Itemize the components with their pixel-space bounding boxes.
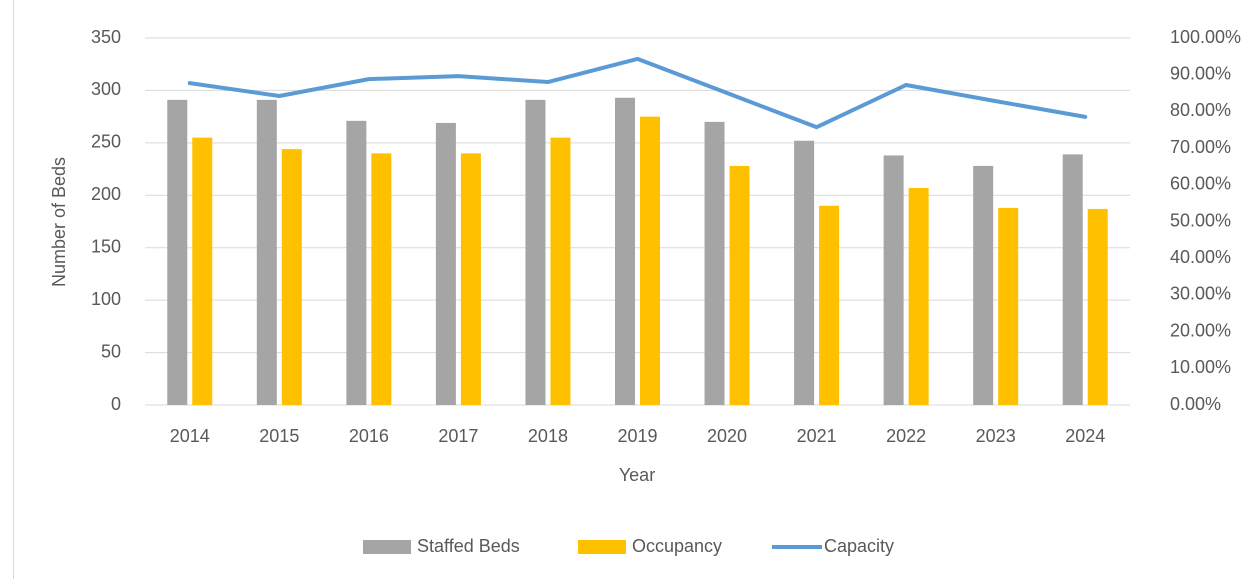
y-tick-label: 200 [91, 184, 121, 204]
bar [281, 149, 302, 405]
x-tick-label: 2014 [170, 426, 210, 446]
bar [998, 207, 1019, 405]
legend-swatch [363, 540, 411, 554]
x-axis-title: Year [619, 465, 655, 485]
bar [1062, 154, 1083, 405]
y2-tick-label: 10.00% [1170, 357, 1231, 377]
x-tick-label: 2021 [797, 426, 837, 446]
bar [640, 116, 660, 406]
x-tick-label: 2016 [349, 426, 389, 446]
bar [460, 153, 481, 405]
bar [883, 155, 904, 405]
y-tick-label: 0 [111, 394, 121, 414]
y-tick-label: 250 [91, 132, 121, 152]
y-tick-label: 350 [91, 27, 121, 47]
bar [704, 121, 725, 405]
bar [371, 153, 392, 405]
bar [794, 140, 815, 405]
bar [615, 97, 635, 406]
bar [819, 205, 840, 405]
x-tick-label: 2023 [976, 426, 1016, 446]
y2-tick-label: 50.00% [1170, 210, 1231, 230]
y2-tick-label: 0.00% [1170, 394, 1221, 414]
y2-tick-label: 70.00% [1170, 137, 1231, 157]
y-tick-label: 300 [91, 79, 121, 99]
x-tick-label: 2018 [528, 426, 568, 446]
bar [550, 137, 571, 405]
y2-tick-label: 100.00% [1170, 27, 1241, 47]
y2-tick-label: 40.00% [1170, 247, 1231, 267]
y-tick-label: 150 [91, 236, 121, 256]
bar [908, 187, 929, 405]
bar [1087, 208, 1108, 405]
bar [729, 165, 750, 405]
x-tick-label: 2024 [1065, 426, 1105, 446]
bar [525, 99, 546, 405]
legend-label: Capacity [824, 536, 894, 556]
y-tick-label: 100 [91, 289, 121, 309]
bar [435, 122, 456, 405]
y-tick-label: 50 [101, 341, 121, 361]
y-axis-title: Number of Beds [49, 157, 69, 287]
y2-tick-label: 60.00% [1170, 174, 1231, 194]
y2-tick-label: 80.00% [1170, 100, 1231, 120]
x-tick-label: 2022 [886, 426, 926, 446]
bar [192, 137, 213, 405]
x-tick-label: 2017 [438, 426, 478, 446]
bar [256, 99, 277, 405]
bar [973, 165, 994, 405]
x-tick-label: 2015 [259, 426, 299, 446]
y2-tick-label: 90.00% [1170, 63, 1231, 83]
x-tick-label: 2020 [707, 426, 747, 446]
x-tick-label: 2019 [617, 426, 657, 446]
legend-label: Staffed Beds [417, 536, 520, 556]
y2-tick-label: 30.00% [1170, 284, 1231, 304]
y2-tick-label: 20.00% [1170, 320, 1231, 340]
bar [346, 120, 367, 405]
bar [167, 99, 188, 405]
legend-swatch [578, 540, 626, 554]
legend-label: Occupancy [632, 536, 722, 556]
line [187, 56, 1088, 130]
